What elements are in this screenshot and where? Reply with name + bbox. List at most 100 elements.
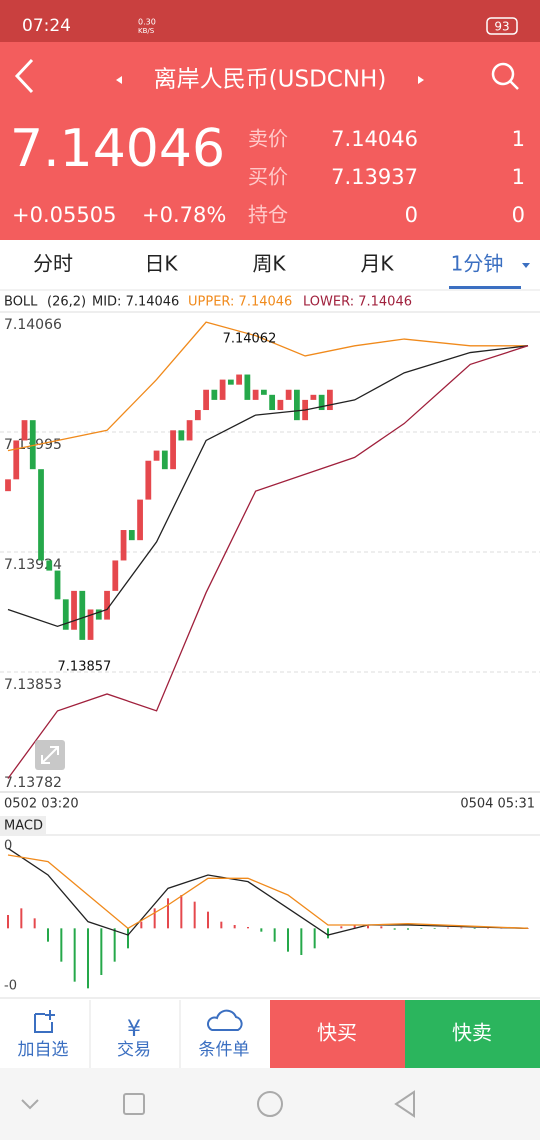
candle-body	[170, 430, 176, 470]
candle-body	[21, 420, 28, 441]
macd-bar	[407, 928, 409, 930]
price-annotation: 7.13857	[58, 660, 112, 675]
candle-body	[219, 379, 226, 400]
quote-qty: 1	[512, 165, 525, 189]
candle-body	[269, 394, 276, 411]
candle-body	[145, 460, 152, 500]
candle-body	[244, 374, 251, 400]
candle-body	[194, 410, 201, 421]
macd-bar	[367, 925, 369, 929]
candle-body	[13, 440, 20, 480]
y-tick-label: 7.13853	[4, 677, 62, 693]
tab[interactable]: 1分钟	[451, 252, 504, 276]
status-bar	[0, 0, 540, 42]
battery-icon	[486, 17, 518, 35]
boll-lower	[7, 345, 529, 779]
macd-bar	[447, 927, 449, 929]
quick-sell-label[interactable]: 快卖	[452, 1021, 492, 1045]
price-annotation: 7.14062	[223, 331, 277, 346]
macd-bar	[380, 926, 383, 929]
expand-button[interactable]	[35, 740, 65, 770]
candle-body	[153, 450, 160, 461]
quick-sell-button[interactable]	[405, 1000, 540, 1068]
nav-home[interactable]	[257, 1091, 283, 1117]
toolbar-label[interactable]: 条件单	[199, 1040, 250, 1060]
quick-buy-label[interactable]: 快买	[317, 1021, 357, 1045]
macd-bar	[167, 898, 169, 929]
boll-upper	[7, 321, 528, 452]
y-tick-label: 7.13782	[4, 775, 62, 791]
tab-dropdown	[522, 263, 530, 268]
macd-dea	[7, 854, 529, 930]
candle-body	[95, 609, 102, 620]
quick-buy-button[interactable]	[270, 1000, 405, 1068]
candle-body	[260, 389, 267, 395]
macd-bar	[113, 928, 116, 962]
status-time: 07:24	[22, 16, 71, 36]
candle-body	[46, 560, 53, 571]
macd-bar	[313, 928, 316, 949]
candle-body	[112, 560, 119, 591]
macd-bar	[60, 928, 63, 962]
candle-body	[79, 590, 86, 640]
candle-body	[29, 420, 36, 470]
candle-body	[54, 570, 61, 600]
quote-value: 7.14046	[331, 127, 418, 151]
indicator-params: (26,2)	[47, 295, 86, 310]
quote-label: 持仓	[248, 203, 288, 227]
macd-bar	[487, 928, 489, 929]
candle-body	[104, 590, 110, 620]
price-change: +0.05505	[12, 203, 116, 227]
prev-arrow[interactable]	[116, 76, 122, 84]
candle-body	[87, 609, 94, 640]
nav-recent[interactable]	[123, 1093, 145, 1115]
toolbar-label[interactable]: 交易	[117, 1040, 151, 1060]
boll-mid: MID: 7.14046	[92, 295, 179, 310]
tab[interactable]: 月K	[360, 252, 394, 276]
nav-back[interactable]	[394, 1090, 415, 1118]
back-button[interactable]	[14, 58, 34, 94]
macd-bar	[20, 908, 23, 929]
macd-bar	[140, 921, 143, 929]
macd-bar	[47, 928, 49, 942]
end-time: 0504 05:31	[460, 797, 535, 812]
macd-bar	[273, 928, 276, 942]
candle-body	[285, 389, 292, 400]
tab-underline	[449, 286, 521, 289]
network-unit: KB/S	[138, 27, 155, 35]
tab[interactable]: 周K	[252, 252, 286, 276]
start-time: 0502 03:20	[4, 797, 79, 812]
macd-label-box	[0, 816, 46, 834]
tab[interactable]: 日K	[144, 252, 178, 276]
macd-bar	[460, 927, 463, 929]
tab[interactable]: 分时	[33, 252, 73, 276]
watchlist-icon	[34, 1010, 55, 1033]
macd-bar	[327, 928, 329, 939]
trade-icon: ¥	[127, 1017, 141, 1042]
macd-label: MACD	[4, 819, 43, 834]
indicator-name: BOLL	[4, 295, 38, 310]
macd-bar	[100, 928, 103, 975]
y-tick-label: 7.14066	[4, 317, 62, 333]
quote-value: 7.13937	[331, 165, 418, 189]
toolbar-label[interactable]: 加自选	[18, 1040, 69, 1060]
candle-body	[71, 590, 77, 630]
macd-bar	[473, 928, 476, 929]
candle-body	[236, 374, 242, 385]
candle-body	[5, 479, 11, 492]
macd-top-label: 0	[4, 839, 12, 854]
candle-body	[38, 469, 44, 561]
search-button[interactable]	[491, 62, 519, 90]
candle-body	[318, 394, 325, 411]
macd-bar	[420, 928, 423, 929]
price-change-pct: +0.78%	[142, 203, 226, 227]
macd-dif	[7, 847, 529, 936]
candle-body	[327, 389, 333, 411]
candle-body	[252, 389, 259, 400]
nav-down[interactable]	[21, 1099, 39, 1110]
macd-bar	[207, 911, 209, 929]
macd-bar	[353, 925, 356, 929]
candle-body	[120, 530, 127, 561]
next-arrow[interactable]	[418, 76, 424, 84]
